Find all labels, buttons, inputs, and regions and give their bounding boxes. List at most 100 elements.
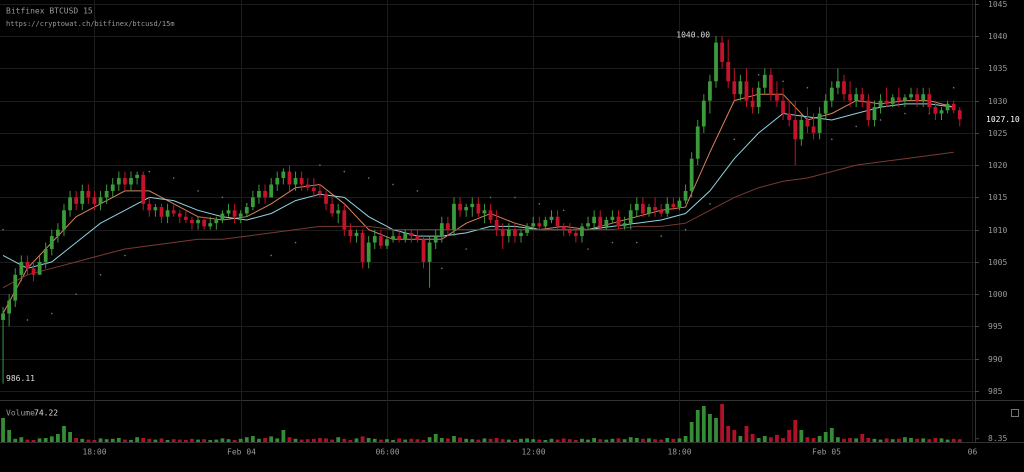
- candle-body: [49, 236, 54, 249]
- candle-body: [622, 223, 627, 227]
- candle-body: [836, 81, 840, 88]
- candle-body: [330, 203, 334, 214]
- indicator-dot: [148, 170, 151, 173]
- volume-bar: [62, 426, 66, 442]
- volume-bar: [628, 437, 633, 442]
- candle-body: [74, 197, 79, 204]
- panel-close-button[interactable]: [1011, 409, 1019, 417]
- volume-bar: [561, 438, 566, 442]
- candle-body: [244, 207, 249, 214]
- volume-bar: [464, 438, 469, 442]
- volume-bar: [470, 439, 475, 442]
- candle-body: [458, 203, 462, 211]
- volume-bar: [793, 420, 798, 442]
- volume-bar: [799, 430, 804, 442]
- candle-body: [257, 190, 261, 198]
- candle-body: [549, 216, 554, 220]
- volume-bar: [397, 438, 402, 442]
- volume-bar: [220, 438, 225, 442]
- volume-bar: [153, 439, 158, 442]
- volume-bar: [403, 439, 408, 442]
- volume-bar: [141, 438, 146, 442]
- volume-bar: [80, 438, 85, 442]
- candle-body: [903, 97, 907, 101]
- candle-body: [43, 248, 48, 262]
- volume-bar: [324, 438, 328, 442]
- indicator-dot: [319, 164, 321, 166]
- volume-bar: [836, 437, 840, 442]
- candle-body: [275, 178, 280, 185]
- volume-bar: [580, 438, 584, 442]
- candle-body: [732, 81, 737, 95]
- candle-body: [324, 194, 328, 204]
- volume-bar: [671, 438, 676, 442]
- volume-bar: [439, 438, 444, 442]
- volume-bar: [171, 439, 176, 442]
- volume-bar: [494, 438, 499, 442]
- candle-body: [775, 94, 779, 101]
- volume-bar: [896, 438, 901, 442]
- candle-body: [878, 100, 883, 108]
- volume-bar: [348, 440, 353, 442]
- candle-body: [360, 232, 365, 262]
- candle-body: [123, 178, 127, 185]
- volume-bar: [86, 439, 91, 442]
- candle-body: [525, 226, 529, 233]
- volume-bar: [293, 438, 298, 442]
- indicator-dot: [270, 254, 272, 257]
- volume-bar: [915, 438, 919, 442]
- candle-body: [135, 174, 139, 179]
- candle-body: [427, 242, 432, 262]
- last-price-label: 1027.10: [986, 115, 1020, 124]
- volume-bar: [701, 406, 706, 442]
- volume-bar: [683, 436, 688, 442]
- candle-body: [342, 210, 347, 230]
- candle-body: [7, 300, 12, 314]
- volume-bar: [409, 438, 414, 442]
- y-tick-label: 1030: [988, 97, 1007, 106]
- volume-bar: [677, 438, 682, 442]
- indicator-dot: [660, 235, 662, 237]
- indicator-dot: [611, 241, 614, 244]
- indicator-dot: [684, 228, 687, 231]
- volume-bar: [37, 438, 42, 442]
- candle-body: [141, 174, 146, 204]
- volume-value: 74.22: [34, 409, 58, 418]
- indicator-dot: [562, 209, 565, 212]
- candle-body: [305, 184, 310, 188]
- candle-body: [659, 210, 664, 214]
- volume-bar: [281, 430, 286, 442]
- candle-body: [708, 81, 712, 101]
- volume-bar: [116, 438, 121, 442]
- y-tick-label: 1000: [988, 290, 1007, 299]
- volume-bar: [269, 436, 274, 442]
- candle-body: [677, 200, 682, 208]
- volume-bar: [708, 414, 712, 442]
- volume-bar: [7, 430, 12, 442]
- volume-bar: [427, 437, 432, 442]
- volume-bar: [165, 440, 170, 442]
- candle-body: [470, 203, 475, 208]
- y-tick-label: 995: [988, 322, 1003, 331]
- candle-body: [537, 223, 542, 227]
- candle-body: [415, 236, 420, 240]
- candle-body: [446, 223, 450, 230]
- candle-body: [811, 126, 816, 133]
- volume-bar: [805, 437, 810, 442]
- y-tick-label: 1005: [988, 258, 1007, 267]
- volume-bar: [330, 439, 334, 442]
- volume-bar: [31, 440, 36, 442]
- candle-body: [62, 210, 66, 230]
- candle-body: [641, 203, 645, 214]
- candle-body: [701, 100, 706, 127]
- candle-body: [366, 242, 371, 262]
- volume-bar: [500, 439, 505, 442]
- indicator-dot: [172, 177, 175, 179]
- candle-body: [884, 100, 889, 104]
- candle-body: [592, 216, 597, 224]
- volume-bar: [903, 437, 907, 442]
- candle-body: [177, 213, 182, 217]
- candle-body: [287, 171, 292, 185]
